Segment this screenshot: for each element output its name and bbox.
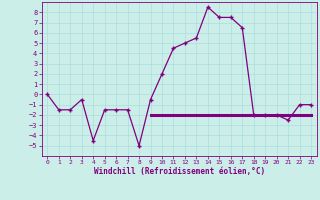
X-axis label: Windchill (Refroidissement éolien,°C): Windchill (Refroidissement éolien,°C) bbox=[94, 167, 265, 176]
